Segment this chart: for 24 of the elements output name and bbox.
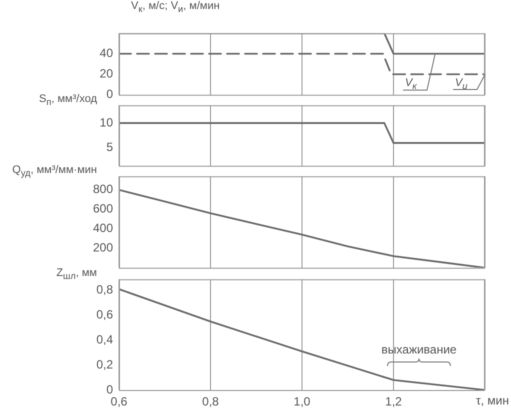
y-tick-label: 0,2 — [96, 357, 114, 372]
x-axis-title: τ, мин — [476, 393, 509, 408]
y-tick-label: 5 — [106, 140, 114, 154]
y-tick-label: 600 — [92, 202, 114, 216]
x-tick-label: 1,2 — [385, 394, 402, 408]
y-tick-label: 20 — [100, 66, 114, 81]
y-tick-label: 0,4 — [96, 332, 114, 347]
y-tick-label: 800 — [92, 182, 114, 196]
y-tick-label: 0 — [106, 87, 114, 102]
y-axis-title: S$_{п}$, мм³/ход — [39, 93, 97, 108]
y-tick-label: 0 — [106, 382, 114, 396]
x-tick-label: 1,0 — [294, 394, 311, 408]
y-tick-label: 10 — [100, 115, 114, 130]
y-tick-label: 400 — [92, 221, 114, 236]
y-tick-label: 40 — [100, 46, 114, 60]
y-axis-title: V$_{к}$, м/с; V$_{и}$, м/мин — [131, 0, 220, 16]
y-tick-label: 200 — [92, 240, 114, 255]
y-axis-title: Z$_{шл}$, мм — [56, 267, 97, 282]
y-tick-label: 0,6 — [96, 308, 114, 322]
series-label: V$_{и}$ — [455, 76, 468, 92]
x-tick-label: 0,8 — [202, 394, 220, 408]
text: V$_{к}$ — [405, 76, 417, 92]
y-tick-label: 0,8 — [96, 282, 114, 297]
y-axis-title: Q$_{уд}$, мм³/мм·мин — [12, 164, 97, 180]
